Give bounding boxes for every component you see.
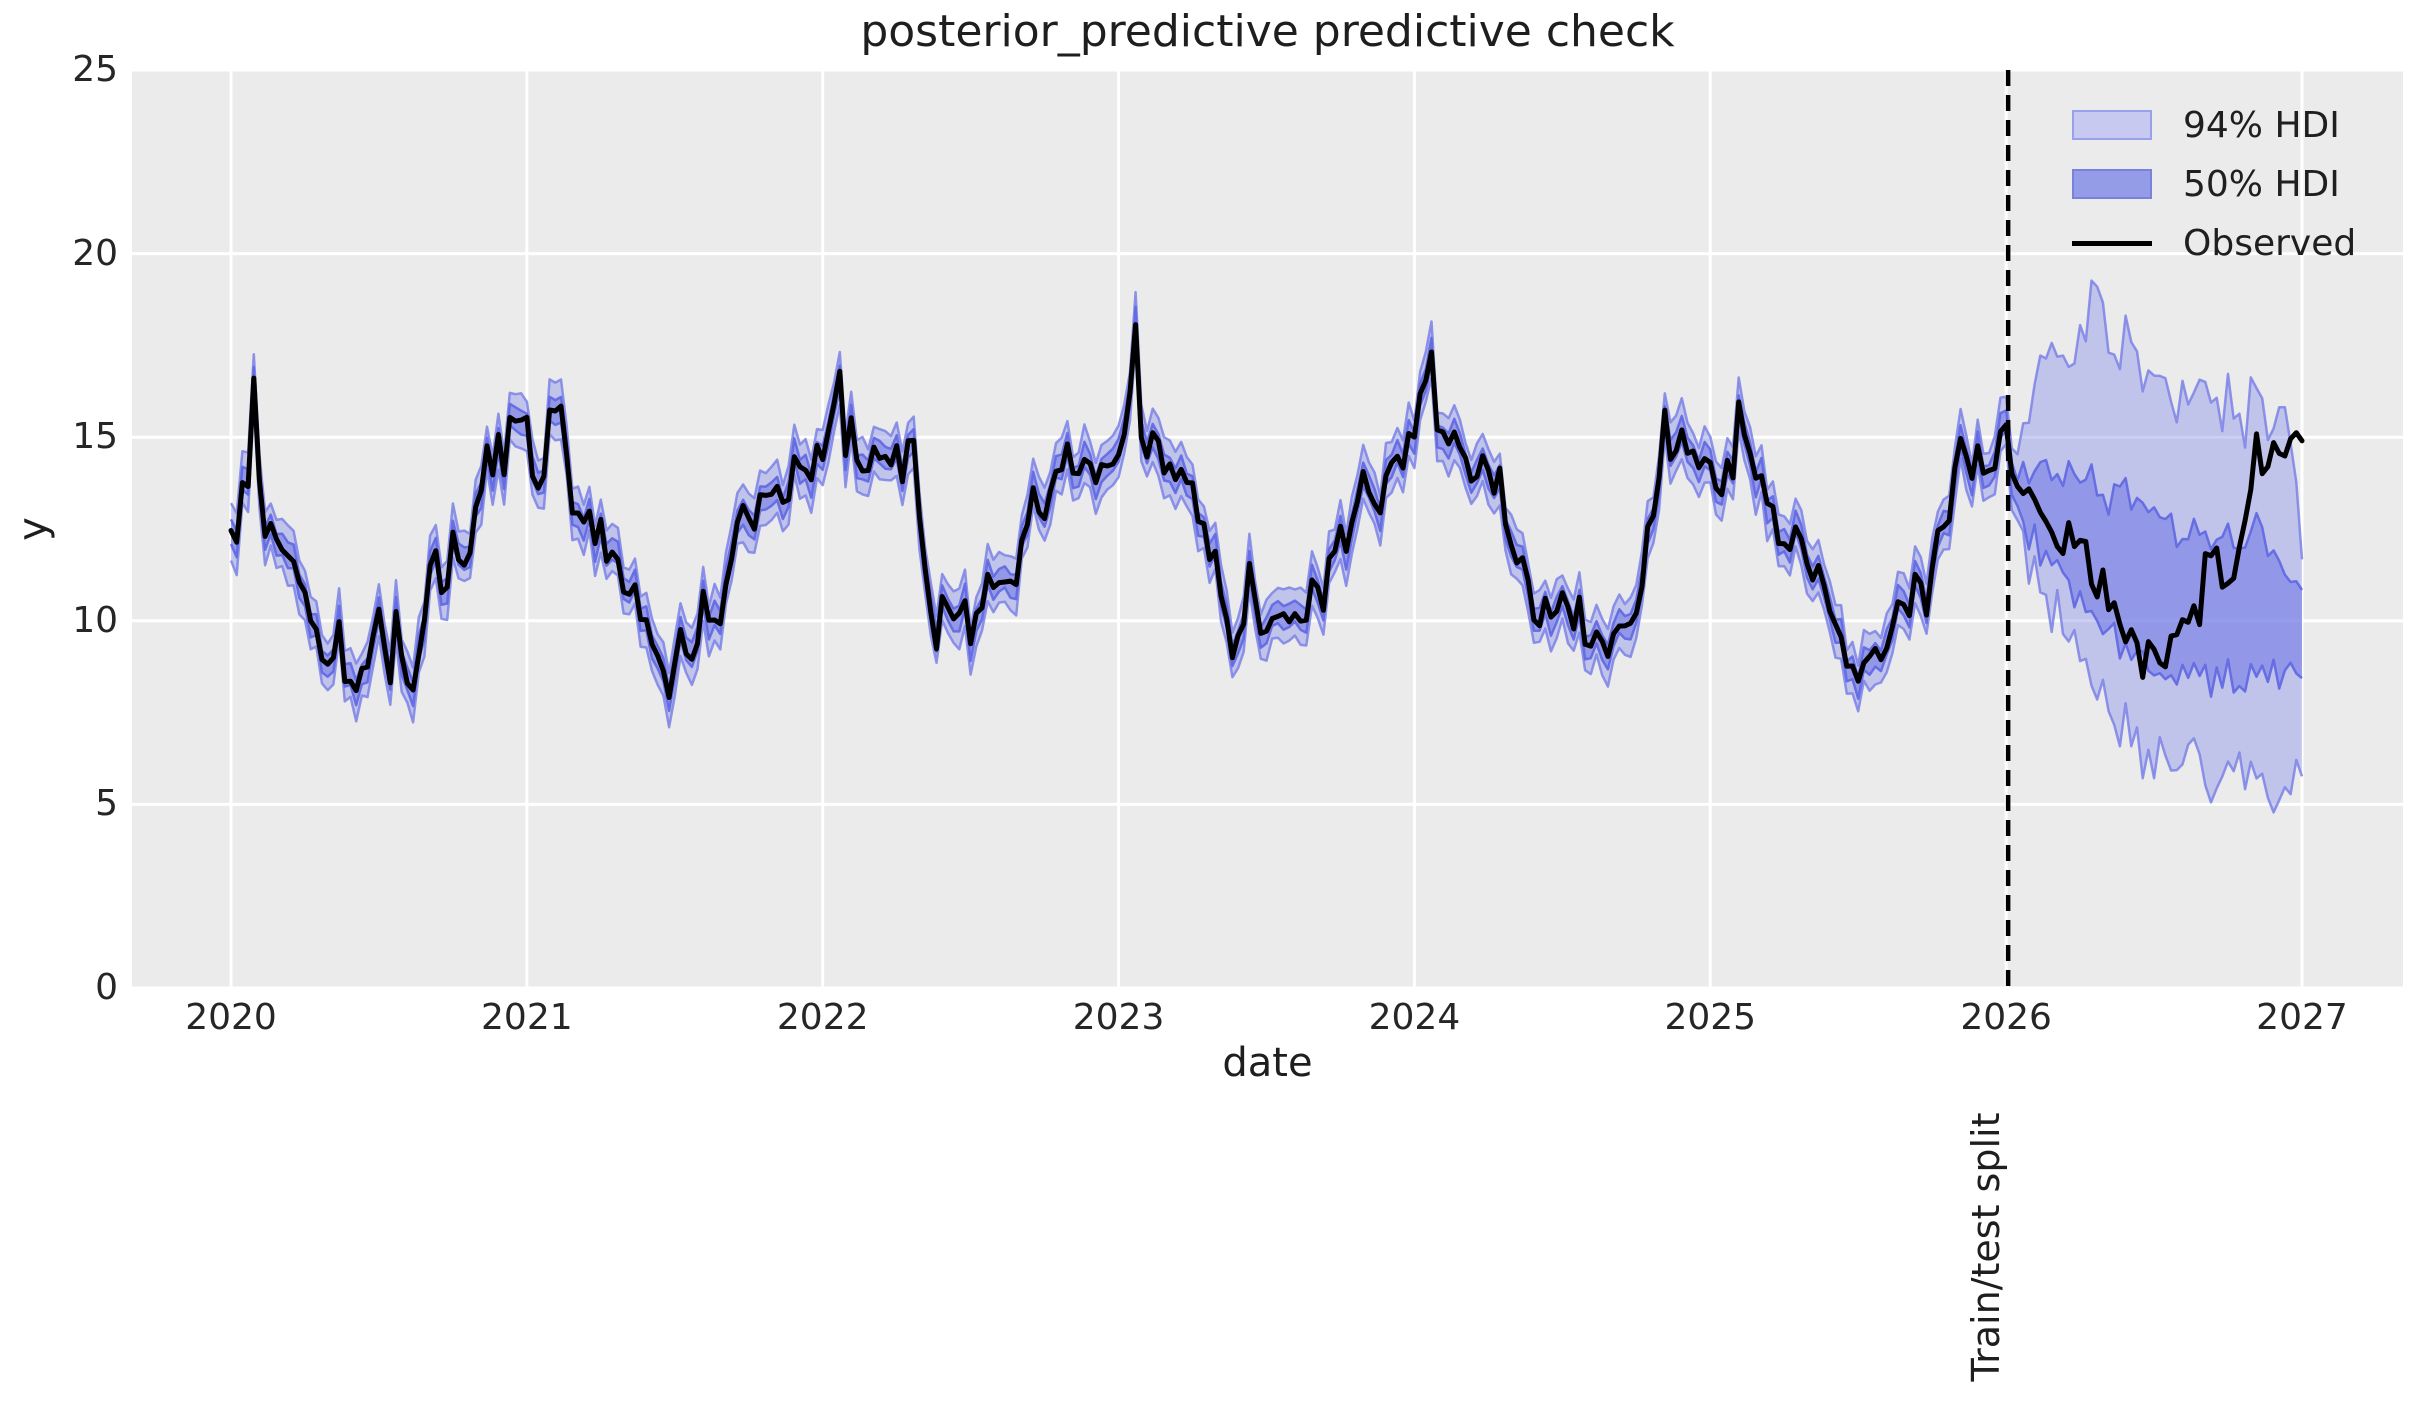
train-test-split-label: Train/test split [1964,1112,2008,1382]
y-tick-label: 15 [72,416,118,458]
observed-line [228,322,2305,700]
legend: 94% HDI 50% HDI Observed [2072,104,2356,281]
legend-label: 50% HDI [2183,163,2340,205]
x-tick-label: 2020 [185,997,277,1038]
observed-line-swatch [2072,240,2152,246]
hdi94-upper-edge [229,279,2304,675]
legend-item-hdi50: 50% HDI [2072,163,2356,205]
hdi94-swatch [2072,110,2152,140]
y-tick-label: 10 [72,599,118,641]
y-tick-label: 5 [95,783,118,825]
x-tick-label: 2021 [481,997,573,1038]
y-axis-label: y [10,517,56,541]
x-tick-label: 2022 [776,997,869,1038]
x-tick-label: 2027 [2256,997,2348,1038]
x-tick-label: 2024 [1368,997,1461,1038]
hdi50-swatch [2072,169,2152,199]
legend-item-observed: Observed [2072,222,2356,264]
hdi94-band [231,280,2302,813]
legend-label: Observed [2183,222,2357,264]
y-tick-label: 0 [95,967,118,1008]
x-axis-label: date [1222,1040,1313,1086]
hdi94-lower-edge [229,343,2304,814]
y-tick-label: 25 [72,49,118,90]
x-tick-label: 2023 [1072,997,1165,1038]
legend-item-hdi94: 94% HDI [2072,104,2356,146]
x-tick-label: 2026 [1960,997,2052,1038]
y-tick-label: 20 [72,232,118,274]
x-tick-label: 2025 [1664,997,1757,1038]
legend-label: 94% HDI [2183,104,2340,146]
chart-title: posterior_predictive predictive check [860,6,1675,57]
